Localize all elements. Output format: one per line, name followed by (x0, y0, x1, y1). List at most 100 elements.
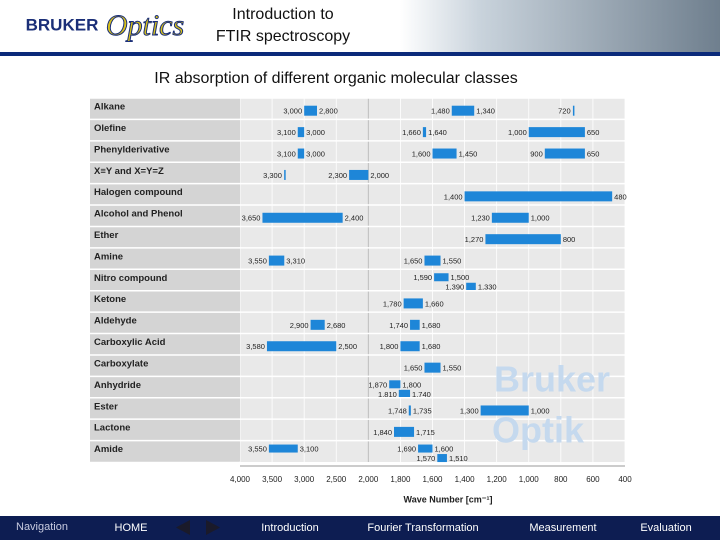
band-label: 1,480 (431, 107, 450, 116)
band (394, 426, 415, 437)
band (434, 273, 449, 282)
x-tick-label: 3,000 (294, 475, 315, 484)
row-label-cell (90, 269, 240, 291)
band (424, 255, 441, 266)
band-label: 1,660 (402, 128, 421, 137)
band (422, 127, 427, 138)
header-rule (0, 52, 720, 56)
x-tick-label: 2,000 (358, 475, 379, 484)
nav-item[interactable]: Evaluation (640, 522, 691, 534)
row-label: Lactone (94, 423, 130, 434)
band (437, 454, 447, 463)
band-label: 2,400 (345, 214, 364, 223)
band-label: 1,550 (443, 364, 462, 373)
nav-item[interactable]: Fourier Transformation (367, 522, 478, 534)
band (310, 319, 325, 330)
band-label: 3,100 (277, 150, 296, 159)
band-label: 2,680 (327, 321, 346, 330)
band-label: 1,340 (476, 107, 495, 116)
nav-prev[interactable] (176, 520, 190, 535)
row-label: Olefine (94, 123, 126, 134)
band (398, 389, 411, 398)
band-label: 1,748 (388, 406, 407, 415)
band-label: 1,680 (422, 321, 441, 330)
watermark: Bruker (494, 359, 610, 400)
row-label-cell (90, 248, 240, 269)
band-label: 1,740 (412, 390, 431, 399)
band (304, 105, 317, 116)
band-label: 2,900 (290, 321, 309, 330)
band (268, 255, 285, 266)
row-label: Carboxylate (94, 358, 148, 369)
band (410, 319, 420, 330)
band-label: 3,650 (242, 214, 261, 223)
band-label: 1,570 (417, 454, 436, 463)
band-label: 3,000 (306, 128, 325, 137)
x-axis-label: Wave Number [cm⁻¹] (404, 494, 493, 504)
nav-bar (0, 516, 720, 540)
row-label: Ketone (94, 294, 126, 305)
watermark: Optik (492, 410, 585, 451)
nav-next[interactable] (206, 520, 220, 535)
band-label: 1,740 (389, 321, 408, 330)
x-tick-label: 3,500 (262, 475, 283, 484)
row-label: Ester (94, 401, 118, 412)
band (544, 148, 585, 159)
band-label: 1,550 (443, 257, 462, 266)
band-label: 650 (587, 150, 600, 159)
logo-bruker: BRUKER (26, 15, 99, 34)
band-label: 3,550 (248, 257, 267, 266)
band-label: 1,810 (378, 390, 397, 399)
row-label: Phenylderivative (94, 144, 170, 155)
band-label: 2,300 (328, 171, 347, 180)
x-tick-label: 1,800 (390, 475, 411, 484)
band-label: 1,800 (380, 342, 399, 351)
band (408, 405, 411, 416)
x-tick-label: 1,600 (422, 475, 443, 484)
band (284, 169, 286, 180)
x-tick-label: 4,000 (230, 475, 251, 484)
band-label: 3,580 (246, 342, 265, 351)
row-label-cell (90, 419, 240, 441)
band (418, 444, 433, 453)
band-label: 3,000 (306, 150, 325, 159)
band-label: 1,715 (416, 428, 435, 437)
band-label: 720 (558, 107, 571, 116)
row-label-cell (90, 226, 240, 248)
band-label: 3,000 (283, 107, 302, 116)
plot: 4,000 3,500 3,000 2,500 2,000 1,800 1,600 1,400… (90, 97, 632, 484)
header-title: FTIR spectroscopy (216, 28, 350, 45)
band-label: 1,000 (531, 214, 550, 223)
row-label-cell (90, 119, 240, 141)
row-label-cell (90, 141, 240, 162)
band-label: 3,100 (277, 128, 296, 137)
row-label: Nitro compound (94, 273, 168, 284)
band (528, 127, 585, 138)
nav-item[interactable]: Introduction (261, 522, 318, 534)
band (491, 212, 529, 223)
nav-label: Navigation (16, 521, 68, 533)
row-label: Amide (94, 444, 123, 455)
band-label: 1,600 (435, 445, 454, 454)
band-label: 1,510 (449, 454, 468, 463)
band-label: 1,000 (508, 128, 527, 137)
nav-item[interactable]: HOME (115, 522, 148, 534)
x-tick-label: 1,400 (455, 475, 476, 484)
nav-item[interactable]: Measurement (529, 522, 596, 534)
x-tick-label: 1,000 (519, 475, 540, 484)
band (297, 148, 305, 159)
row-label: Alcohol and Phenol (94, 209, 183, 220)
band (485, 234, 561, 245)
band-label: 3,100 (300, 445, 319, 454)
row-label-cell (90, 205, 240, 226)
band-label: 1,600 (412, 150, 431, 159)
band-label: 1,230 (471, 214, 490, 223)
band (266, 341, 337, 352)
row-label-cell (90, 376, 240, 398)
band-label: 1,650 (404, 257, 423, 266)
band-label: 1,660 (425, 299, 444, 308)
band (389, 380, 401, 389)
row-label: Anhydride (94, 380, 141, 391)
x-tick-label: 800 (554, 475, 568, 484)
row-label: Amine (94, 251, 123, 262)
